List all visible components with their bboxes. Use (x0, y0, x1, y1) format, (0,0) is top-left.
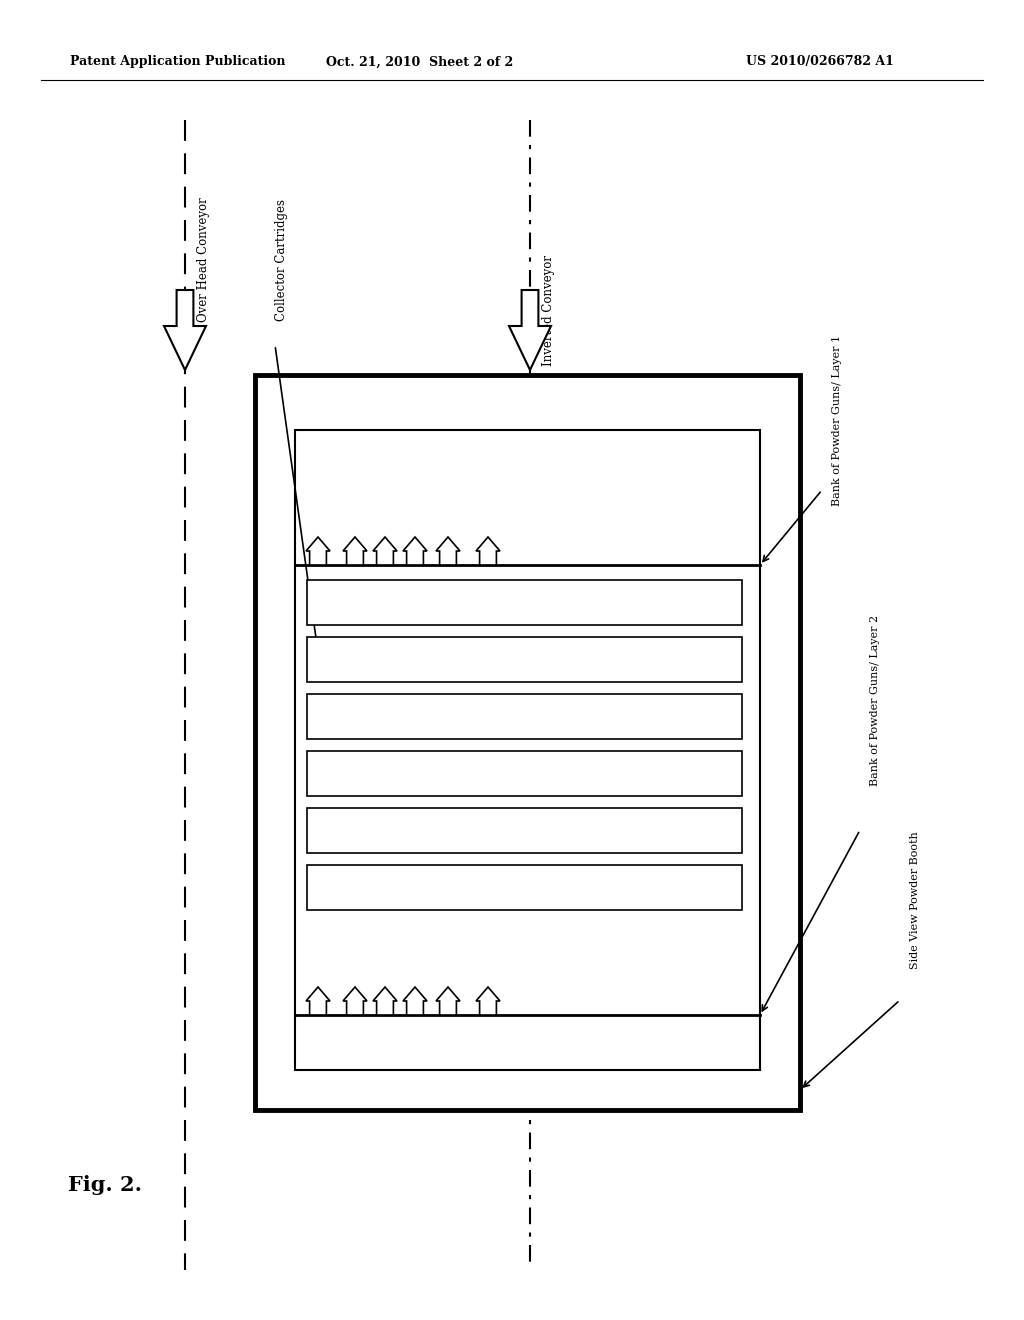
Bar (307, 808, 742, 853)
Polygon shape (373, 537, 397, 565)
Polygon shape (306, 987, 330, 1015)
Bar (307, 579, 742, 624)
Text: US 2010/0266782 A1: US 2010/0266782 A1 (746, 55, 894, 69)
Polygon shape (403, 537, 427, 565)
Text: Collector Cartridges: Collector Cartridges (275, 199, 288, 321)
Text: Oct. 21, 2010  Sheet 2 of 2: Oct. 21, 2010 Sheet 2 of 2 (327, 55, 514, 69)
Text: Bank of Powder Guns/ Layer 1: Bank of Powder Guns/ Layer 1 (831, 334, 842, 506)
Polygon shape (476, 987, 500, 1015)
Polygon shape (343, 987, 367, 1015)
Polygon shape (476, 537, 500, 565)
Polygon shape (403, 987, 427, 1015)
Polygon shape (343, 537, 367, 565)
Text: Patent Application Publication: Patent Application Publication (70, 55, 286, 69)
Bar (307, 751, 742, 796)
Polygon shape (373, 987, 397, 1015)
Polygon shape (509, 290, 551, 370)
Text: Fig. 2.: Fig. 2. (68, 1175, 142, 1195)
Text: Inverted Conveyor: Inverted Conveyor (542, 255, 555, 366)
Polygon shape (436, 987, 460, 1015)
Bar (307, 638, 742, 682)
Bar (255, 375, 800, 1110)
Bar (295, 430, 760, 1071)
Polygon shape (164, 290, 206, 370)
Text: Over Head Conveyor: Over Head Conveyor (197, 198, 210, 322)
Text: Bank of Powder Guns/ Layer 2: Bank of Powder Guns/ Layer 2 (870, 614, 880, 785)
Bar (307, 694, 742, 739)
Polygon shape (436, 537, 460, 565)
Polygon shape (306, 537, 330, 565)
Bar (307, 865, 742, 909)
Text: Side View Powder Booth: Side View Powder Booth (910, 832, 920, 969)
